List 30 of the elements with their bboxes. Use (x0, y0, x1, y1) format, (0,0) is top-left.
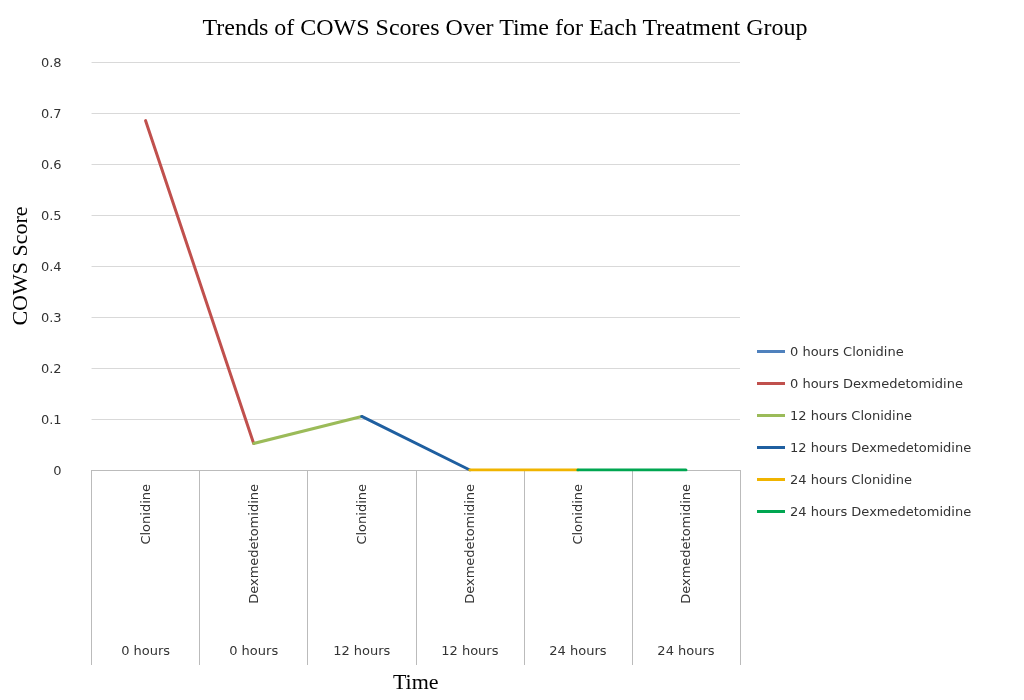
legend-label: 24 hours Dexmedetomidine (790, 504, 972, 519)
x-tick-label: Clonidine (570, 484, 586, 545)
x-tick-label: Clonidine (354, 484, 370, 545)
y-tick-label: 0.7 (40, 105, 62, 121)
y-tick-label: 0.8 (40, 54, 62, 70)
text: 0 hours (121, 642, 171, 658)
legend-label: 0 hours Clonidine (790, 344, 904, 359)
text: 24 hours (657, 642, 715, 658)
x-tick-label: Dexmedetomidine (678, 484, 694, 604)
legend-label: 24 hours Clonidine (790, 472, 912, 487)
x-axis-title: Time (392, 668, 439, 694)
legend-label: 12 hours Clonidine (790, 408, 912, 423)
y-tick-label: 0.6 (40, 156, 62, 172)
legend-label: 12 hours Dexmedetomidine (790, 440, 972, 455)
y-tick-label: 0.4 (40, 258, 62, 274)
x-tick-label: Clonidine (138, 484, 154, 545)
y-tick-label: 0.5 (40, 207, 62, 223)
legend-label: 0 hours Dexmedetomidine (790, 376, 963, 391)
text: 12 hours (333, 642, 391, 658)
y-tick-label: 0.1 (40, 411, 62, 427)
text: 12 hours (441, 642, 499, 658)
y-tick-label: 0.3 (40, 309, 62, 325)
chart-title: Trends of COWS Scores Over Time for Each Treatment Group (202, 14, 808, 40)
text: 0 hours (229, 642, 279, 658)
y-tick-label: 0 (53, 462, 62, 478)
x-tick-label: Dexmedetomidine (462, 484, 478, 604)
y-axis-title: COWS Score (6, 206, 32, 326)
x-tick-label: Dexmedetomidine (246, 484, 262, 604)
text: 24 hours (549, 642, 607, 658)
y-tick-label: 0.2 (40, 360, 62, 376)
